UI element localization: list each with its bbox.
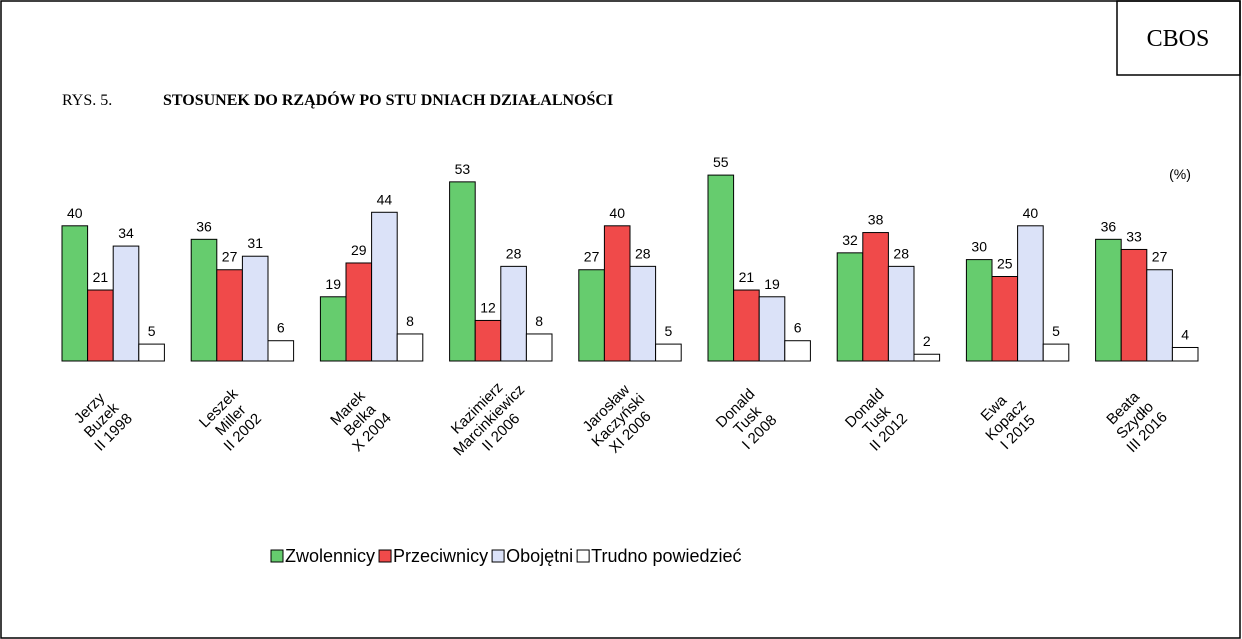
bar	[1171, 346, 1199, 362]
bar	[784, 340, 811, 362]
bar	[241, 255, 269, 362]
bar	[629, 265, 657, 362]
value-label: 6	[794, 320, 802, 336]
value-label: 44	[377, 191, 393, 207]
value-label: 40	[609, 205, 625, 221]
legend-label: Zwolennicy	[285, 546, 375, 566]
badge: CBOS	[1147, 26, 1210, 52]
bar	[216, 269, 243, 362]
legend-swatch	[576, 549, 590, 563]
value-label: 29	[351, 242, 367, 258]
bar	[655, 343, 682, 362]
value-label: 31	[247, 235, 263, 251]
value-label: 12	[480, 299, 496, 315]
legend-swatch	[378, 549, 392, 563]
bar	[319, 296, 347, 362]
value-label: 38	[868, 212, 884, 228]
bar	[371, 211, 398, 362]
value-label: 27	[584, 249, 600, 265]
value-label: 40	[1023, 205, 1039, 221]
value-label: 30	[971, 239, 987, 255]
value-label: 34	[118, 225, 134, 241]
value-label: 5	[148, 323, 156, 339]
value-label: 28	[506, 245, 522, 261]
value-label: 5	[665, 323, 673, 339]
bar	[1042, 343, 1070, 362]
value-label: 55	[713, 154, 729, 170]
value-label: 19	[325, 276, 341, 292]
value-label: 36	[196, 218, 212, 234]
value-label: 4	[1181, 326, 1189, 342]
bar	[913, 353, 941, 362]
chart-title: STOSUNEK DO RZĄDÓW PO STU DNIACH DZIAŁAL…	[163, 90, 613, 109]
value-label: 33	[1126, 228, 1142, 244]
value-label: 27	[1152, 249, 1168, 265]
value-label: 19	[764, 276, 780, 292]
value-label: 53	[455, 161, 471, 177]
bar	[603, 225, 631, 362]
bar	[758, 296, 786, 362]
bar	[345, 262, 373, 362]
value-label: 40	[67, 205, 83, 221]
value-label: 27	[222, 249, 238, 265]
bar	[836, 252, 864, 362]
bar	[525, 333, 553, 362]
bar	[500, 265, 527, 362]
value-label: 21	[93, 269, 109, 285]
bar	[449, 181, 476, 362]
bar	[578, 269, 605, 362]
value-label: 25	[997, 256, 1013, 272]
figure-label: RYS. 5.	[62, 92, 112, 109]
bar	[1120, 248, 1148, 362]
value-label: 32	[842, 232, 858, 248]
value-label: 5	[1052, 323, 1060, 339]
bar	[707, 174, 735, 362]
legend-swatch	[491, 549, 505, 563]
value-label: 6	[277, 320, 285, 336]
bar	[1017, 225, 1044, 362]
bar	[87, 289, 114, 362]
legend-label: Przeciwnicy	[393, 546, 488, 566]
bar	[61, 225, 89, 362]
legend-swatch	[270, 549, 284, 563]
bar	[1146, 269, 1173, 362]
bar	[862, 232, 889, 362]
bar	[887, 265, 915, 362]
bar	[267, 340, 295, 362]
value-label: 36	[1101, 218, 1117, 234]
value-label: 8	[535, 313, 543, 329]
value-label: 28	[635, 245, 651, 261]
badge-box	[1116, 0, 1241, 76]
value-label: 2	[923, 333, 931, 349]
bar	[474, 319, 502, 362]
value-label: 8	[406, 313, 414, 329]
unit-label: (%)	[1169, 166, 1191, 182]
value-label: 28	[893, 245, 909, 261]
value-label: 21	[739, 269, 755, 285]
bar	[1095, 238, 1122, 362]
bar	[190, 238, 218, 362]
legend-label: Obojętni	[506, 546, 573, 566]
bar	[991, 276, 1019, 362]
legend-label: Trudno powiedzieć	[591, 546, 741, 566]
bar	[733, 289, 760, 362]
bar	[396, 333, 424, 362]
bar	[965, 259, 993, 362]
bar	[112, 245, 140, 362]
bar	[138, 343, 165, 362]
